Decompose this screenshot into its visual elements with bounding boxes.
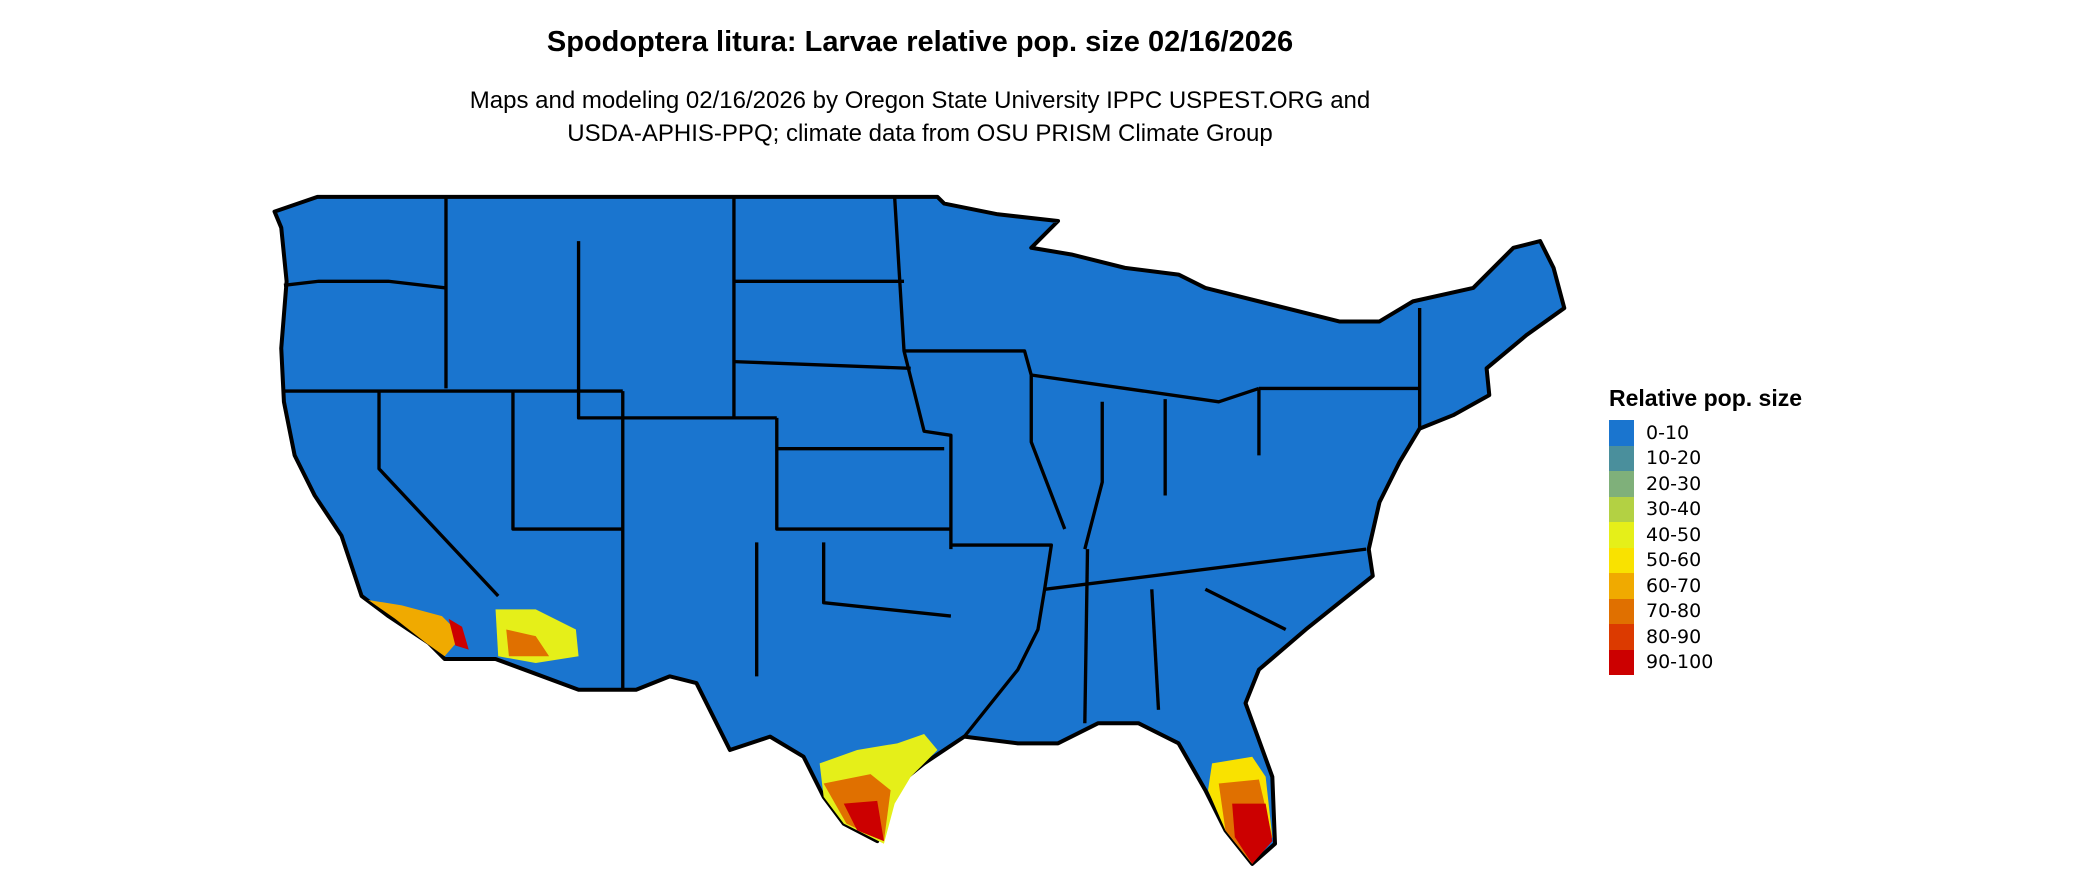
hotspot-arizona-core <box>506 629 550 657</box>
map-title: Spodoptera litura: Larvae relative pop. … <box>546 26 1294 58</box>
legend-item: 30-40 <box>1609 496 1802 522</box>
hotspot-california <box>368 600 463 657</box>
legend-swatch <box>1609 471 1634 497</box>
hotspot-california-core <box>448 618 469 650</box>
state-borders <box>283 196 1422 738</box>
legend-items: 0-10 10-20 20-30 30-40 40-50 50-60 60-70 70-80 8… <box>1609 420 1802 675</box>
hotspots <box>368 600 1273 864</box>
legend-label: 90-100 <box>1646 651 1714 674</box>
legend-swatch <box>1609 547 1634 573</box>
legend: Relative pop. size 0-10 10-20 20-30 30-40 40… <box>1609 385 1802 675</box>
legend-swatch <box>1609 496 1634 522</box>
legend-swatch <box>1609 445 1634 471</box>
legend-label: 80-90 <box>1646 625 1702 648</box>
subtitle-line-1: Maps and modeling 02/16/2026 by Oregon S… <box>469 87 1371 114</box>
hotspot-texas-red <box>843 800 884 842</box>
legend-label: 0-10 <box>1646 421 1690 444</box>
legend-swatch <box>1609 624 1634 650</box>
legend-item: 40-50 <box>1609 522 1802 548</box>
legend-swatch <box>1609 420 1634 446</box>
hotspot-florida-red <box>1232 803 1273 864</box>
legend-swatch <box>1609 522 1634 548</box>
legend-label: 50-60 <box>1646 549 1702 572</box>
subtitle-line-2: USDA-APHIS-PPQ; climate data from OSU PR… <box>567 120 1273 147</box>
legend-label: 70-80 <box>1646 600 1702 623</box>
legend-item: 60-70 <box>1609 573 1802 599</box>
map-subtitle: Maps and modeling 02/16/2026 by Oregon S… <box>0 84 1840 150</box>
legend-label: 10-20 <box>1646 447 1702 470</box>
legend-item: 0-10 <box>1609 420 1802 446</box>
legend-label: 30-40 <box>1646 498 1702 521</box>
legend-item: 20-30 <box>1609 471 1802 497</box>
legend-label: 20-30 <box>1646 472 1702 495</box>
legend-swatch <box>1609 598 1634 624</box>
legend-item: 70-80 <box>1609 598 1802 624</box>
legend-item: 10-20 <box>1609 445 1802 471</box>
legend-swatch <box>1609 573 1634 599</box>
legend-label: 40-50 <box>1646 523 1702 546</box>
legend-title: Relative pop. size <box>1609 385 1803 411</box>
legend-item: 90-100 <box>1609 649 1802 675</box>
legend-item: 80-90 <box>1609 624 1802 650</box>
legend-label: 60-70 <box>1646 574 1702 597</box>
legend-item: 50-60 <box>1609 547 1802 573</box>
legend-swatch <box>1609 649 1634 675</box>
